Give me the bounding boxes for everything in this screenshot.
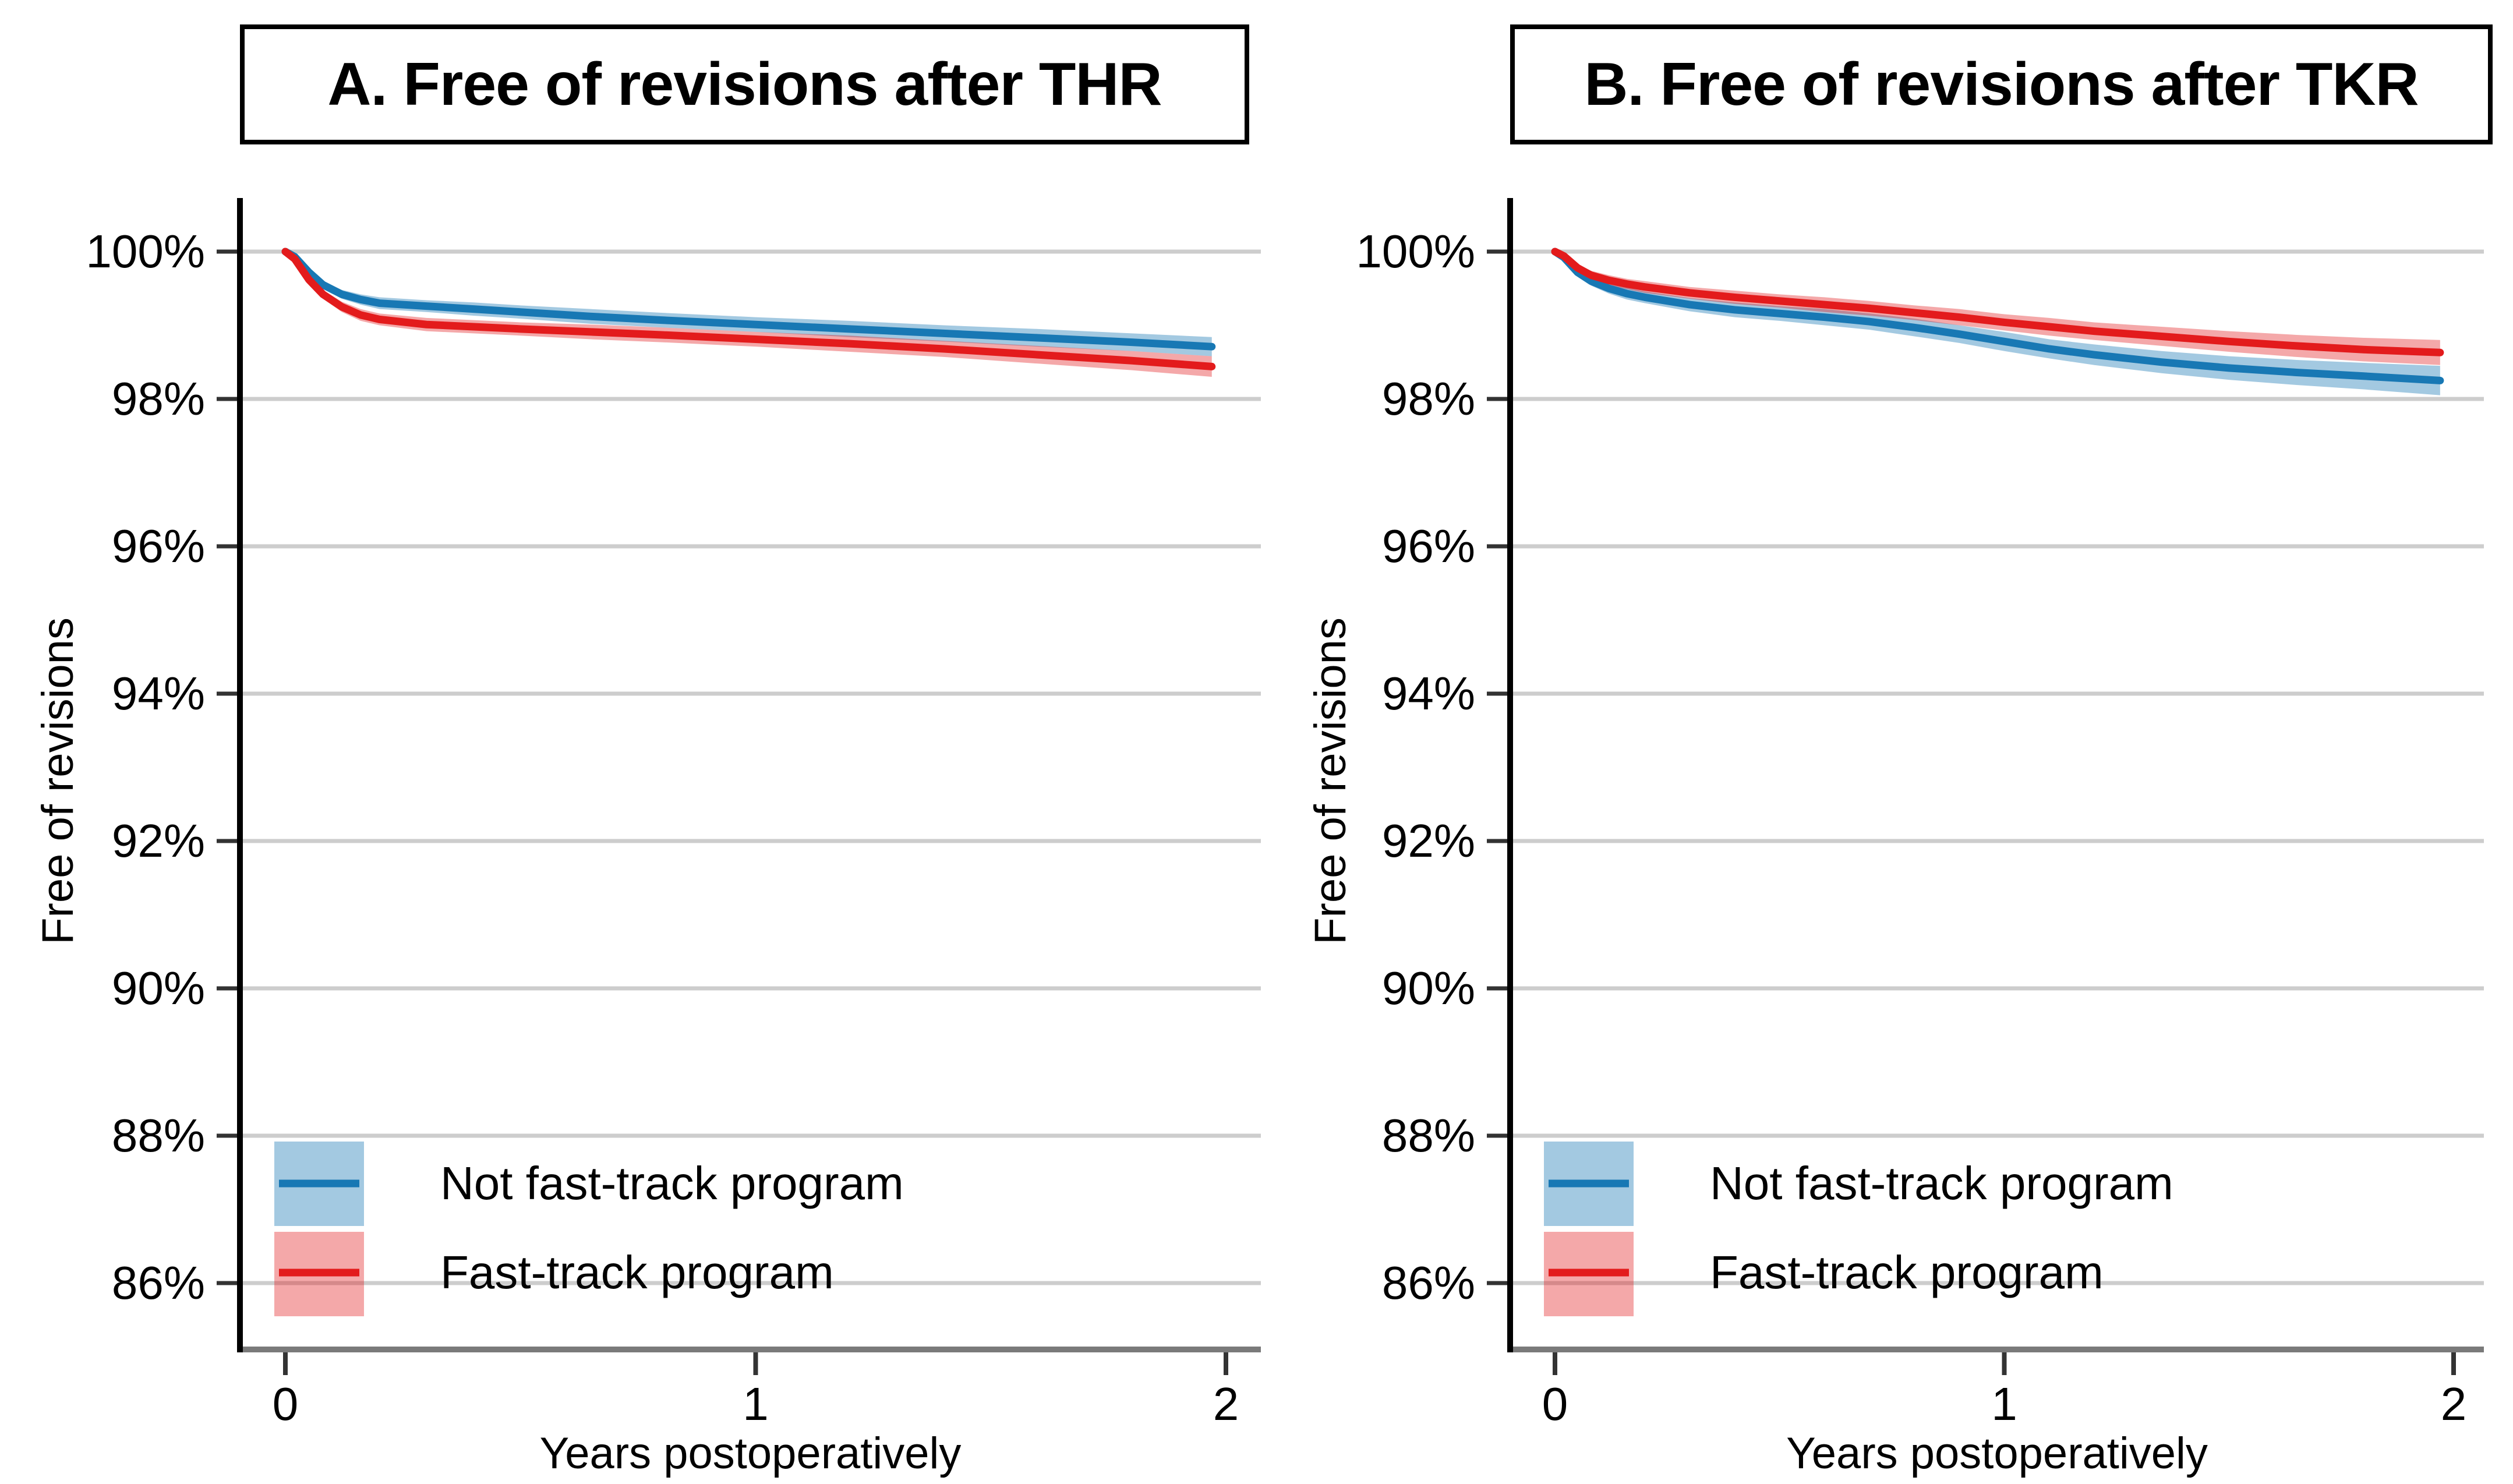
panel-a-survival-curve-not-fast-track	[281, 248, 1216, 351]
panel-a-y-tick-label: 94%	[111, 667, 205, 719]
panel-a-y-tick-label: 96%	[111, 520, 205, 572]
panel-b-title: B. Free of revisions after TKR	[1510, 24, 2493, 144]
panel-b-y-tick-label: 100%	[1356, 225, 1475, 277]
panel-b-legend-label-fast-track: Fast-track program	[1710, 1246, 2104, 1298]
panel-a-title: A. Free of revisions after THR	[240, 24, 1249, 144]
panel-a-y-tick-label: 88%	[111, 1110, 205, 1161]
panel-b-survival-curve-fast-track	[1551, 248, 2444, 356]
panel-a-y-tick-label: 90%	[111, 962, 205, 1014]
panel-a-y-tick-label: 92%	[111, 815, 205, 867]
panel-b-ci-band-fast-track	[1555, 252, 2440, 365]
panel-b-y-tick-label: 86%	[1381, 1257, 1475, 1309]
panel-b-y-tick-label: 92%	[1381, 815, 1475, 867]
panel-a-legend-label-not-fast-track: Not fast-track program	[440, 1157, 904, 1209]
panel-a-y-tick-label: 100%	[86, 225, 205, 277]
panel-a-x-tick-label: 0	[272, 1378, 299, 1430]
panel-b-x-tick-label: 0	[1542, 1378, 1568, 1430]
panel-a-y-tick-label: 98%	[111, 373, 205, 425]
panel-a-x-tick-label: 1	[743, 1378, 769, 1430]
panel-a-x-axis-title: Years postoperatively	[539, 1429, 962, 1478]
panel-a-y-axis-title: Free of revisions	[33, 617, 83, 945]
panel-b-y-tick-label: 96%	[1381, 520, 1475, 572]
panel-b-x-axis-title: Years postoperatively	[1786, 1429, 2208, 1478]
panel-b-y-tick-label: 98%	[1381, 373, 1475, 425]
panel-a-ci-band-fast-track	[285, 252, 1212, 377]
panel-b-y-tick-label: 94%	[1381, 667, 1475, 719]
panel-b-x-tick-label: 1	[1991, 1378, 2017, 1430]
panel-a-survival-curve-fast-track	[281, 248, 1216, 370]
panel-a-x-tick-label: 2	[1213, 1378, 1239, 1430]
panel-b-y-tick-label: 88%	[1381, 1110, 1475, 1161]
panel-b-ci-band-not-fast-track	[1555, 252, 2440, 395]
panel-b-x-tick-label: 2	[2440, 1378, 2467, 1430]
panel-b-y-tick-label: 90%	[1381, 962, 1475, 1014]
panel-a-ci-band-not-fast-track	[285, 252, 1212, 356]
panel-b-legend-label-not-fast-track: Not fast-track program	[1710, 1157, 2173, 1209]
panel-b-survival-curve-not-fast-track	[1551, 248, 2444, 384]
panel-b-y-axis-title: Free of revisions	[1306, 617, 1355, 945]
panel-a-y-tick-label: 86%	[111, 1257, 205, 1309]
panel-a-legend-label-fast-track: Fast-track program	[440, 1246, 834, 1298]
